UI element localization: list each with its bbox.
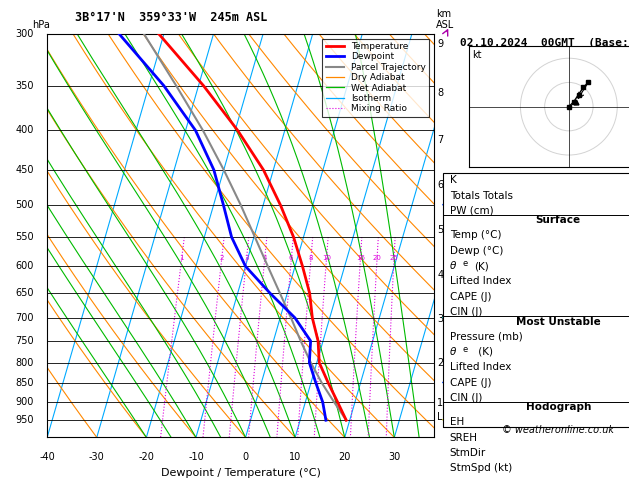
Text: Totals Totals: Totals Totals bbox=[450, 191, 513, 201]
Text: CAPE (J): CAPE (J) bbox=[450, 378, 491, 387]
FancyBboxPatch shape bbox=[443, 173, 629, 427]
Text: 2: 2 bbox=[437, 358, 443, 367]
Text: 3B°17'N  359°33'W  245m ASL: 3B°17'N 359°33'W 245m ASL bbox=[75, 11, 267, 24]
Text: EH: EH bbox=[450, 417, 464, 427]
Text: CIN (J): CIN (J) bbox=[450, 307, 482, 317]
Text: Dewpoint / Temperature (°C): Dewpoint / Temperature (°C) bbox=[160, 468, 321, 478]
Text: 750: 750 bbox=[15, 336, 33, 346]
Text: Hodograph: Hodograph bbox=[526, 402, 591, 413]
Text: Mixing Ratio (g/kg): Mixing Ratio (g/kg) bbox=[450, 210, 460, 302]
Text: LCL: LCL bbox=[437, 412, 455, 422]
Text: 20: 20 bbox=[338, 451, 351, 462]
Text: 10: 10 bbox=[322, 255, 331, 260]
Text: 650: 650 bbox=[15, 288, 33, 298]
Text: StmDir: StmDir bbox=[450, 448, 486, 458]
Text: PW (cm): PW (cm) bbox=[450, 206, 493, 216]
Text: (K): (K) bbox=[474, 261, 489, 271]
Text: 1: 1 bbox=[437, 398, 443, 408]
Text: 3: 3 bbox=[244, 255, 248, 260]
Text: K: K bbox=[450, 175, 457, 185]
Text: 20: 20 bbox=[372, 255, 381, 260]
Text: 30: 30 bbox=[388, 451, 401, 462]
Text: 400: 400 bbox=[15, 125, 33, 136]
Text: 8: 8 bbox=[437, 88, 443, 98]
Text: © weatheronline.co.uk: © weatheronline.co.uk bbox=[502, 425, 615, 435]
Text: kt: kt bbox=[472, 50, 482, 60]
Text: e: e bbox=[463, 259, 468, 268]
Text: km
ASL: km ASL bbox=[436, 9, 454, 30]
Text: 500: 500 bbox=[15, 200, 33, 210]
Text: Most Unstable: Most Unstable bbox=[516, 316, 601, 327]
Legend: Temperature, Dewpoint, Parcel Trajectory, Dry Adiabat, Wet Adiabat, Isotherm, Mi: Temperature, Dewpoint, Parcel Trajectory… bbox=[322, 38, 430, 117]
Text: 900: 900 bbox=[15, 397, 33, 407]
Text: 3: 3 bbox=[437, 314, 443, 324]
Text: 7: 7 bbox=[437, 135, 443, 145]
Text: 5: 5 bbox=[437, 225, 443, 235]
Text: Dewp (°C): Dewp (°C) bbox=[450, 246, 503, 256]
Text: 4: 4 bbox=[262, 255, 267, 260]
Text: 16: 16 bbox=[356, 255, 365, 260]
Text: 8: 8 bbox=[308, 255, 313, 260]
Text: 10: 10 bbox=[289, 451, 301, 462]
Text: 450: 450 bbox=[15, 165, 33, 175]
Text: Pressure (mb): Pressure (mb) bbox=[450, 331, 523, 342]
Text: 550: 550 bbox=[15, 232, 33, 242]
Text: StmSpd (kt): StmSpd (kt) bbox=[450, 463, 512, 473]
Text: (K): (K) bbox=[474, 347, 493, 357]
Text: Surface: Surface bbox=[536, 215, 581, 226]
Text: 850: 850 bbox=[15, 378, 33, 388]
Text: 2: 2 bbox=[220, 255, 224, 260]
Text: 9: 9 bbox=[437, 39, 443, 49]
Text: 02.10.2024  00GMT  (Base: 00): 02.10.2024 00GMT (Base: 00) bbox=[460, 38, 629, 48]
Text: 350: 350 bbox=[15, 81, 33, 91]
Text: Lifted Index: Lifted Index bbox=[450, 277, 511, 286]
Text: -10: -10 bbox=[188, 451, 204, 462]
Text: θ: θ bbox=[450, 261, 456, 271]
Text: 1: 1 bbox=[179, 255, 184, 260]
Text: 600: 600 bbox=[15, 261, 33, 271]
Text: 700: 700 bbox=[15, 313, 33, 323]
Text: Temp (°C): Temp (°C) bbox=[450, 230, 501, 241]
Text: 6: 6 bbox=[437, 180, 443, 190]
Text: 6: 6 bbox=[289, 255, 294, 260]
Text: CAPE (J): CAPE (J) bbox=[450, 292, 491, 302]
Text: 4: 4 bbox=[437, 270, 443, 279]
Text: 25: 25 bbox=[389, 255, 398, 260]
Text: -40: -40 bbox=[39, 451, 55, 462]
Text: -20: -20 bbox=[138, 451, 154, 462]
Text: 0: 0 bbox=[243, 451, 248, 462]
Text: -30: -30 bbox=[89, 451, 104, 462]
Text: 950: 950 bbox=[15, 415, 33, 425]
Text: SREH: SREH bbox=[450, 433, 478, 443]
Text: 300: 300 bbox=[15, 29, 33, 39]
Text: hPa: hPa bbox=[31, 20, 50, 30]
Text: 800: 800 bbox=[15, 358, 33, 367]
Text: Lifted Index: Lifted Index bbox=[450, 362, 511, 372]
Text: θ: θ bbox=[450, 347, 456, 357]
Text: e: e bbox=[463, 345, 468, 354]
Text: CIN (J): CIN (J) bbox=[450, 393, 482, 403]
